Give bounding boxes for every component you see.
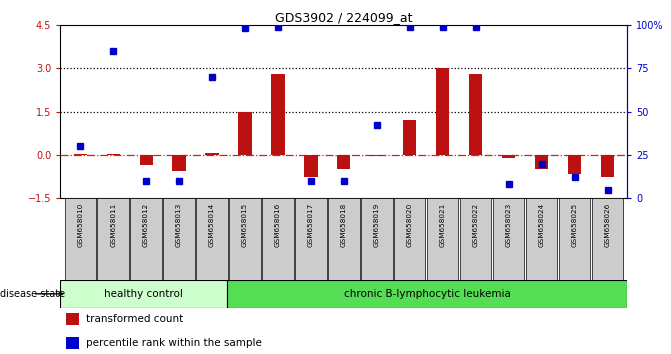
Bar	[238, 112, 252, 155]
FancyBboxPatch shape	[460, 198, 491, 280]
Bar	[370, 155, 383, 156]
Text: GSM658021: GSM658021	[440, 202, 446, 246]
Bar	[403, 120, 417, 155]
Bar	[502, 155, 515, 158]
Text: GSM658017: GSM658017	[308, 202, 314, 246]
Bar	[205, 153, 219, 155]
Bar	[74, 154, 87, 155]
Bar	[338, 155, 350, 169]
Bar	[60, 280, 227, 308]
Text: GSM658015: GSM658015	[242, 202, 248, 246]
Text: transformed count: transformed count	[86, 314, 183, 324]
FancyBboxPatch shape	[361, 198, 393, 280]
FancyBboxPatch shape	[328, 198, 360, 280]
FancyBboxPatch shape	[559, 198, 590, 280]
Text: GSM658026: GSM658026	[605, 202, 611, 246]
Text: GSM658020: GSM658020	[407, 202, 413, 246]
Text: GSM658023: GSM658023	[506, 202, 512, 246]
FancyBboxPatch shape	[592, 198, 623, 280]
FancyBboxPatch shape	[493, 198, 524, 280]
Bar	[227, 280, 627, 308]
Bar	[66, 313, 79, 325]
Text: chronic B-lymphocytic leukemia: chronic B-lymphocytic leukemia	[344, 289, 511, 299]
Bar	[568, 155, 581, 174]
Text: healthy control: healthy control	[104, 289, 183, 299]
FancyBboxPatch shape	[97, 198, 129, 280]
Text: percentile rank within the sample: percentile rank within the sample	[86, 338, 262, 348]
FancyBboxPatch shape	[197, 198, 227, 280]
FancyBboxPatch shape	[164, 198, 195, 280]
Title: GDS3902 / 224099_at: GDS3902 / 224099_at	[275, 11, 413, 24]
Text: GSM658013: GSM658013	[176, 202, 182, 246]
Bar	[469, 74, 482, 155]
Bar	[140, 155, 153, 165]
FancyBboxPatch shape	[526, 198, 558, 280]
Text: GSM658018: GSM658018	[341, 202, 347, 246]
Text: GSM658011: GSM658011	[110, 202, 116, 246]
Text: GSM658014: GSM658014	[209, 202, 215, 246]
Text: disease state: disease state	[0, 289, 65, 299]
Text: GSM658019: GSM658019	[374, 202, 380, 246]
Bar	[107, 154, 119, 155]
Bar	[66, 337, 79, 349]
Text: GSM658012: GSM658012	[143, 202, 149, 246]
Text: GSM658025: GSM658025	[572, 202, 578, 246]
Text: GSM658016: GSM658016	[275, 202, 281, 246]
FancyBboxPatch shape	[262, 198, 294, 280]
FancyBboxPatch shape	[64, 198, 96, 280]
Text: GSM658010: GSM658010	[77, 202, 83, 246]
Bar	[436, 68, 450, 155]
Bar	[535, 155, 548, 169]
FancyBboxPatch shape	[295, 198, 327, 280]
Text: GSM658022: GSM658022	[473, 202, 478, 246]
Bar	[271, 74, 285, 155]
Bar	[601, 155, 614, 177]
FancyBboxPatch shape	[394, 198, 425, 280]
FancyBboxPatch shape	[229, 198, 260, 280]
FancyBboxPatch shape	[427, 198, 458, 280]
FancyBboxPatch shape	[130, 198, 162, 280]
Bar	[172, 155, 186, 171]
Bar	[305, 155, 317, 177]
Text: GSM658024: GSM658024	[539, 202, 545, 246]
